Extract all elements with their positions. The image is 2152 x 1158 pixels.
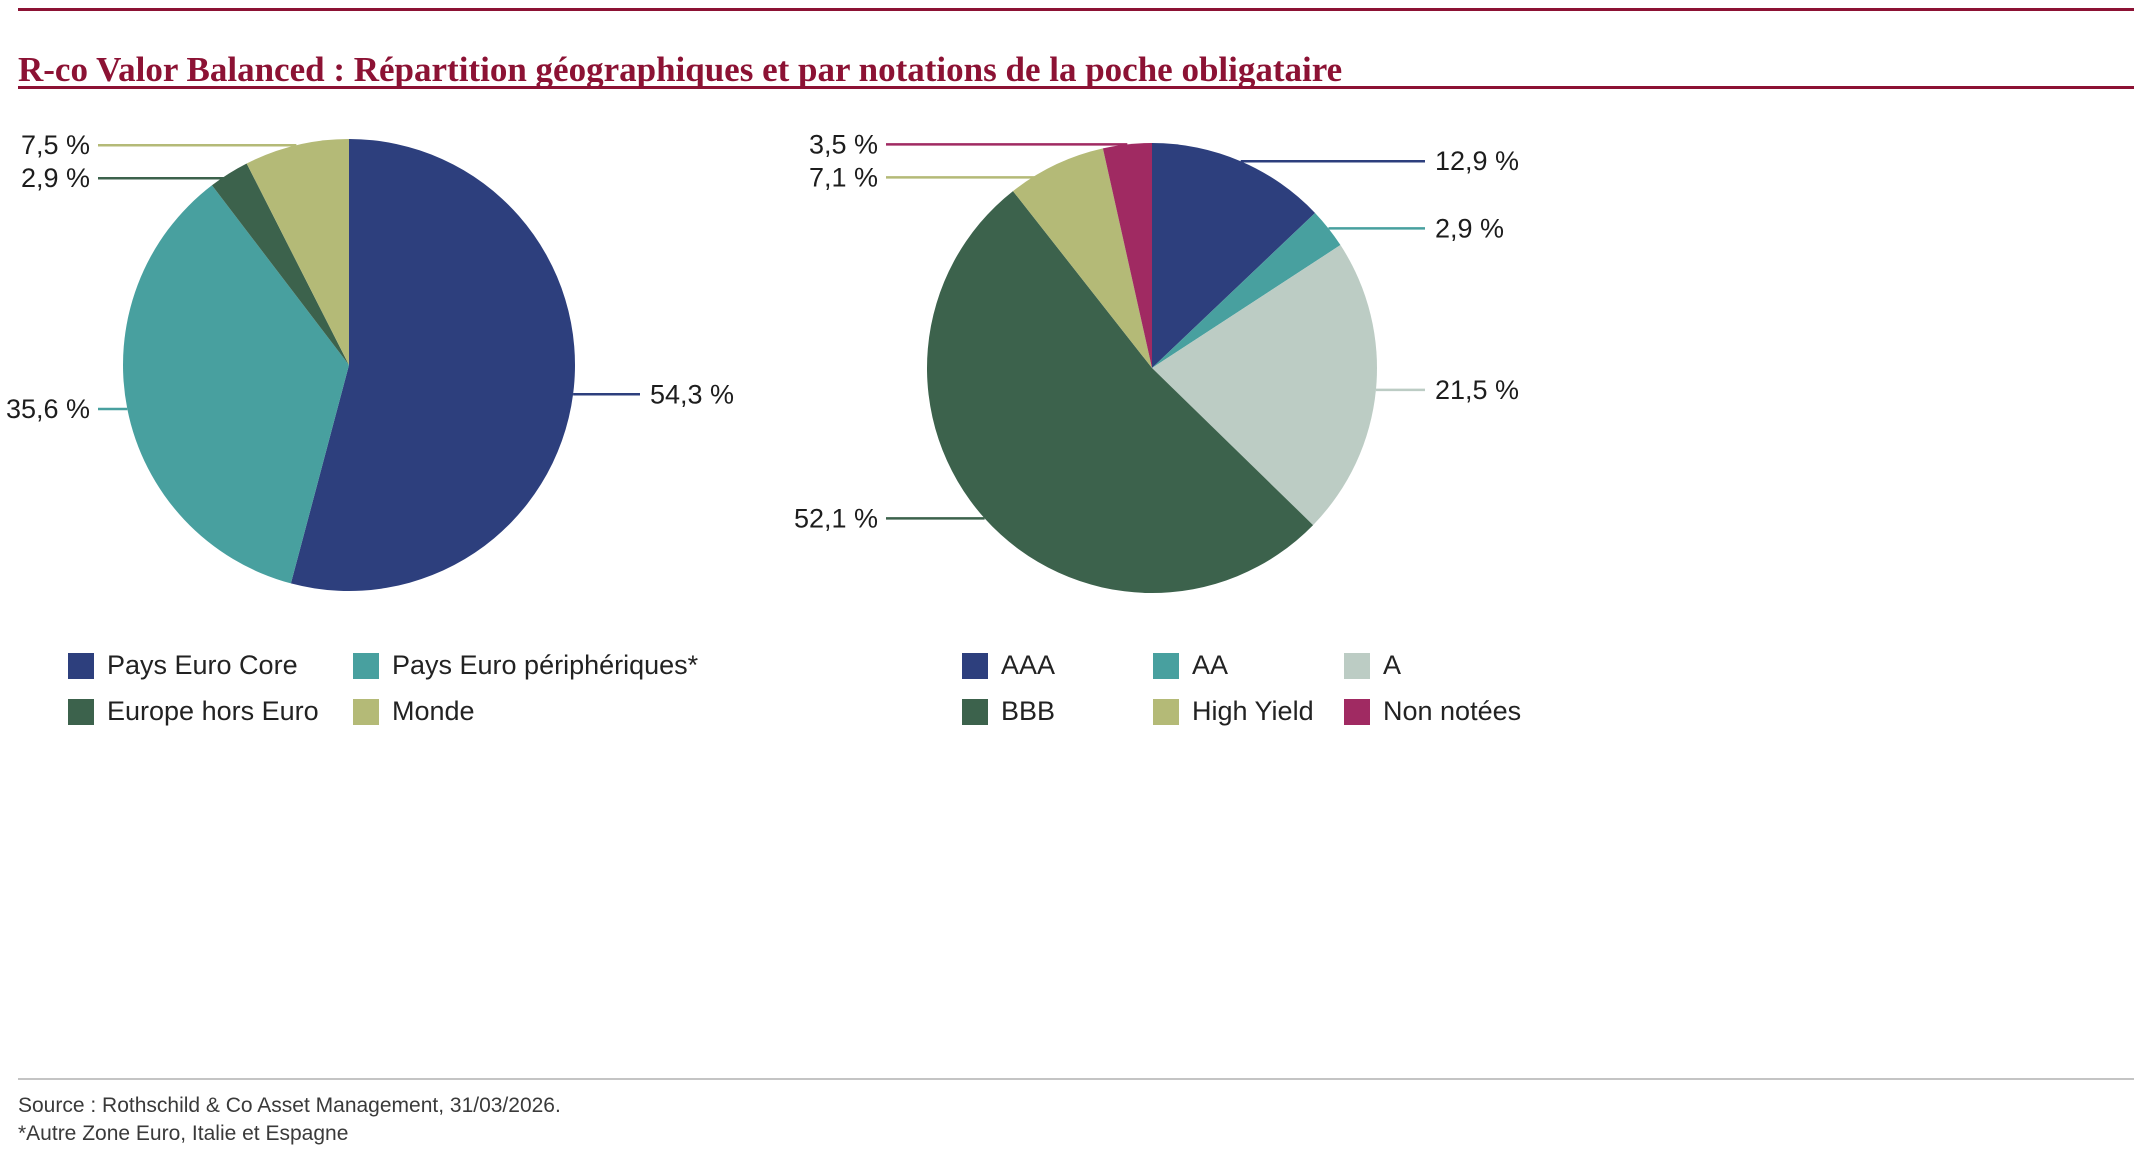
legend-swatch-pays-euro-p-riph-riques [353,652,379,679]
bottom-divider [18,1078,2134,1080]
legend-item-a: A [1344,650,1521,681]
title-underline-divider [18,86,2134,89]
legend-label-non-not-es: Non notées [1383,696,1522,726]
pie-slice-aa [1152,212,1341,368]
legend-label-high-yield: High Yield [1192,696,1314,726]
pie-chart-ratings: 12,9 % 2,9 % 21,5 % 52,1 % 7,1 %3,5 % [794,129,1519,593]
legend-swatch-a [1344,652,1370,679]
legend-label-bbb: BBB [1001,696,1056,726]
pie-value-label-non-not-es: 3,5 % [809,129,878,159]
legend-swatch-monde [353,698,379,725]
legend-item-non-not-es: Non notées [1344,696,1521,727]
legend-label-pays-euro-core: Pays Euro Core [107,650,298,680]
pie-slice-monde [246,139,349,365]
legend-swatch-aa [1153,652,1179,679]
legend-swatch-aaa [962,652,988,679]
legend-item-europe-hors-euro: Europe hors Euro [68,696,353,727]
legend-label-pays-euro-p-riph-riques: Pays Euro périphériques* [392,650,699,680]
page-title: R-co Valor Balanced : Répartition géogra… [18,50,1343,90]
pie-value-label-pays-euro-p-riph-riques: 35,6 % [6,394,90,424]
pie-slice-europe-hors-euro [211,163,349,365]
pie-slice-non-not-es [1102,143,1152,368]
legend-item-high-yield: High Yield [1153,696,1344,727]
legend-swatch-high-yield [1153,698,1179,725]
legend-label-aa: AA [1192,650,1229,680]
source-block: Source : Rothschild & Co Asset Managemen… [18,1092,561,1149]
legend-item-bbb: BBB [962,696,1153,727]
footnote-line: *Autre Zone Euro, Italie et Espagne [18,1122,349,1146]
legend-item-aaa: AAA [962,650,1153,681]
source-line: Source : Rothschild & Co Asset Managemen… [18,1094,561,1117]
pie-slice-pays-euro-core [290,139,576,591]
legend-item-pays-euro-p-riph-riques: Pays Euro périphériques* [353,650,698,681]
legend-label-monde: Monde [392,696,475,726]
pie-value-label-high-yield: 7,1 % [809,162,878,192]
pie-chart-geographic: 54,3 % 35,6 % 2,9 %7,5 % [6,130,734,591]
legend-label-aaa: AAA [1001,650,1056,680]
pie-value-label-aa: 2,9 % [1435,213,1504,243]
legend-label-europe-hors-euro: Europe hors Euro [107,696,319,726]
top-divider [18,8,2134,11]
legend-swatch-europe-hors-euro [68,698,94,725]
pie-value-label-a: 21,5 % [1435,375,1519,405]
pie-slice-aaa [1152,143,1316,368]
legend-label-a: A [1383,650,1402,680]
pie-slice-a [1152,245,1377,526]
pie-value-label-europe-hors-euro: 2,9 % [21,163,90,193]
legend-geographic: Pays Euro Core Pays Euro périphériques* Eu… [68,650,698,727]
pie-slice-high-yield [1012,148,1152,368]
pie-slice-pays-euro-p-riph-riques [123,185,350,584]
legend-item-pays-euro-core: Pays Euro Core [68,650,353,681]
legend-item-aa: AA [1153,650,1344,681]
pie-value-label-pays-euro-core: 54,3 % [650,379,734,409]
pie-value-label-monde: 7,5 % [21,130,90,160]
pie-slice-bbb [927,191,1314,593]
pie-value-label-bbb: 52,1 % [794,503,878,533]
legend-item-monde: Monde [353,696,698,727]
legend-ratings: AAA AA A BBB High Yield Non notées [962,650,1521,727]
legend-swatch-non-not-es [1344,698,1370,725]
legend-swatch-pays-euro-core [68,652,94,679]
pie-value-label-aaa: 12,9 % [1435,146,1519,176]
legend-swatch-bbb [962,698,988,725]
